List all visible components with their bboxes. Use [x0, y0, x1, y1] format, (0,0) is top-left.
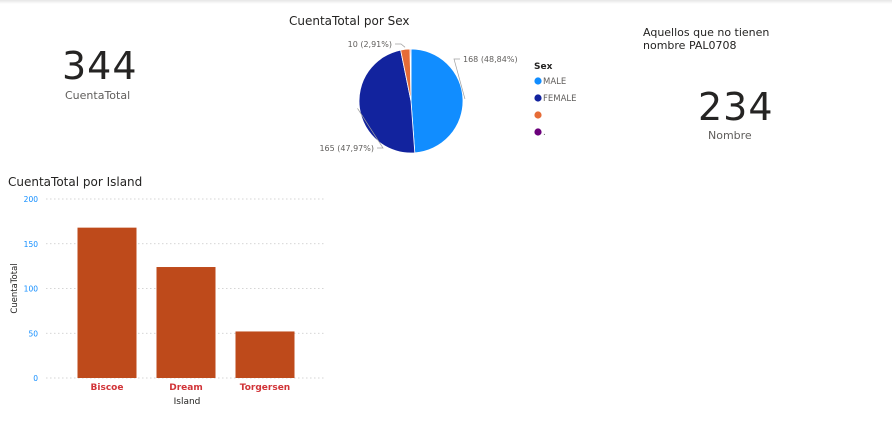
- nombre-count-value: 234: [698, 85, 774, 129]
- bar-x-tick-label: Torgersen: [240, 383, 290, 393]
- bar-y-tick-label: 200: [24, 195, 39, 204]
- pie-legend-label[interactable]: MALE: [543, 77, 566, 87]
- pie-slice-female[interactable]: [358, 49, 416, 154]
- bar-chart-title: CuentaTotal por Island: [8, 175, 143, 189]
- pie-legend-title: Sex: [534, 62, 553, 72]
- pie-data-label: 165 (47,97%): [319, 144, 374, 153]
- pie-slice-dot[interactable]: [409, 48, 412, 102]
- bar-y-tick-label: 0: [33, 374, 38, 383]
- pie-leader-line: [395, 43, 406, 48]
- pie-data-label: 168 (48,84%): [463, 55, 518, 64]
- top-border: [0, 0, 892, 4]
- total-count-value: 344: [62, 44, 138, 88]
- pie-leader-line: [453, 58, 466, 100]
- pie-legend-marker[interactable]: [534, 128, 542, 136]
- bar-chart: 0 50 100 150 200 Biscoe Dream Torgersen Island Cu…: [10, 195, 326, 407]
- nombre-count-label: Nombre: [708, 129, 752, 142]
- pie-data-label: 10 (2,91%): [348, 40, 392, 49]
- pie-leader-line: [357, 108, 384, 149]
- pie-legend-label[interactable]: FEMALE: [543, 94, 577, 104]
- pie-chart: 168 (48,84%) 165 (47,97%) 10 (2,91%) Sex MAL…: [319, 40, 577, 154]
- pie-legend-marker[interactable]: [534, 111, 542, 119]
- total-count-label: CuentaTotal: [65, 89, 131, 102]
- bar-torgersen[interactable]: [235, 331, 295, 378]
- bar-y-tick-label: 50: [28, 329, 38, 338]
- bar-dream[interactable]: [156, 267, 216, 378]
- bar-x-tick-label: Biscoe: [91, 383, 124, 393]
- pie-legend-label[interactable]: .: [543, 128, 546, 138]
- bar-y-tick-label: 100: [24, 285, 39, 294]
- bar-y-axis-title: CuentaTotal: [10, 263, 20, 313]
- bar-x-tick-label: Dream: [169, 383, 202, 393]
- pie-slice-male[interactable]: [410, 48, 464, 154]
- pie-legend-marker[interactable]: [534, 94, 542, 102]
- pie-legend-marker[interactable]: [534, 77, 542, 85]
- pie-chart-title: CuentaTotal por Sex: [289, 14, 410, 28]
- bar-biscoe[interactable]: [77, 227, 137, 378]
- bar-x-axis-title: Island: [174, 397, 201, 407]
- nombre-card-title: Aquellos que no tienen nombre PAL0708: [643, 26, 769, 52]
- bar-y-tick-label: 150: [24, 240, 39, 249]
- nombre-card-title-line1: Aquellos que no tienen: [643, 26, 770, 39]
- nombre-card-title-line2: nombre PAL0708: [643, 39, 737, 52]
